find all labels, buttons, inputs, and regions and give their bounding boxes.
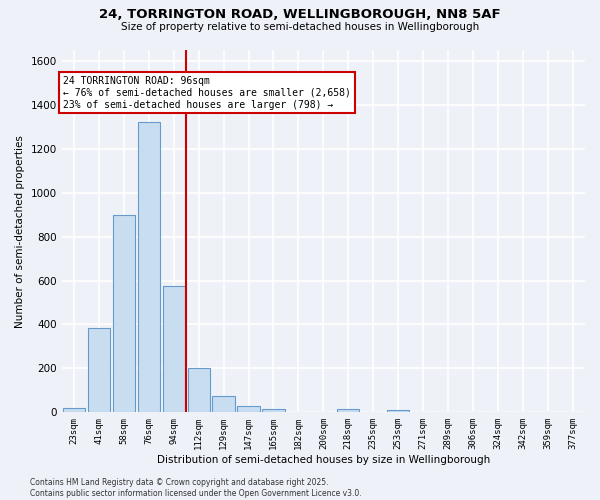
Text: 24, TORRINGTON ROAD, WELLINGBOROUGH, NN8 5AF: 24, TORRINGTON ROAD, WELLINGBOROUGH, NN8… — [99, 8, 501, 20]
Bar — [163, 286, 185, 412]
Y-axis label: Number of semi-detached properties: Number of semi-detached properties — [15, 134, 25, 328]
Bar — [262, 409, 285, 412]
Text: Size of property relative to semi-detached houses in Wellingborough: Size of property relative to semi-detach… — [121, 22, 479, 32]
Text: 24 TORRINGTON ROAD: 96sqm
← 76% of semi-detached houses are smaller (2,658)
23% : 24 TORRINGTON ROAD: 96sqm ← 76% of semi-… — [63, 76, 351, 110]
Text: Contains HM Land Registry data © Crown copyright and database right 2025.
Contai: Contains HM Land Registry data © Crown c… — [30, 478, 362, 498]
Bar — [63, 408, 85, 412]
Bar — [88, 328, 110, 412]
Bar — [387, 410, 409, 412]
Bar — [212, 396, 235, 412]
Bar — [188, 368, 210, 412]
X-axis label: Distribution of semi-detached houses by size in Wellingborough: Distribution of semi-detached houses by … — [157, 455, 490, 465]
Bar — [137, 122, 160, 412]
Bar — [337, 409, 359, 412]
Bar — [238, 406, 260, 412]
Bar — [113, 214, 135, 412]
